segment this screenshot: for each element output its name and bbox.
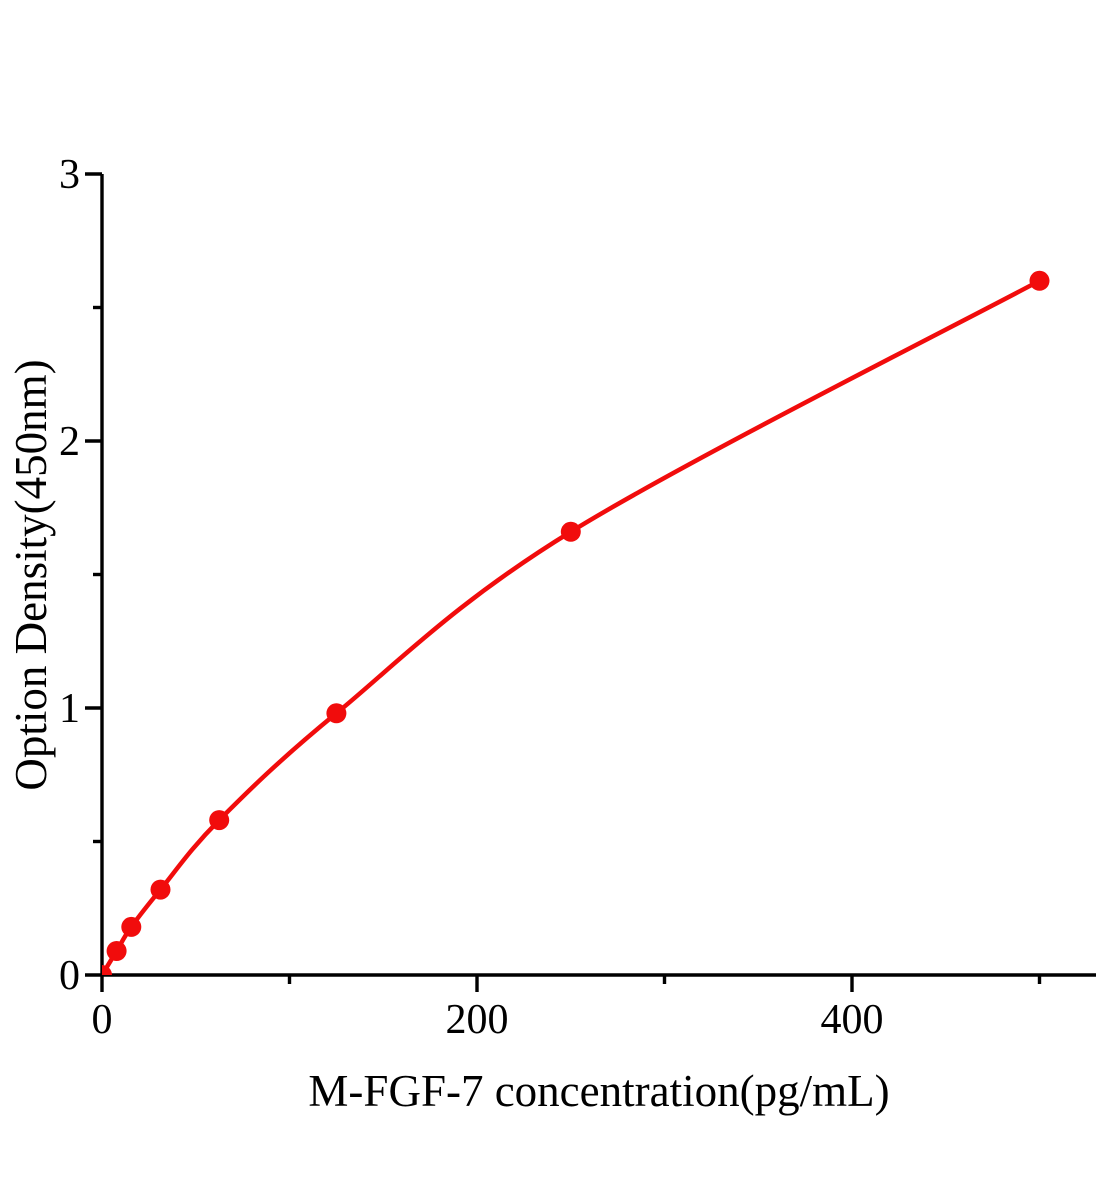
x-axis-title: M-FGF-7 concentration(pg/mL) bbox=[308, 1066, 889, 1116]
data-point-marker bbox=[102, 965, 112, 975]
y-axis-title: Option Density(450nm) bbox=[6, 359, 56, 790]
axes-layer bbox=[85, 172, 1096, 992]
data-point-marker bbox=[106, 941, 127, 961]
y-tick-label: 1 bbox=[59, 686, 80, 732]
data-point-marker bbox=[150, 879, 171, 900]
curve-line bbox=[102, 278, 1042, 975]
data-point-marker bbox=[1029, 270, 1050, 291]
y-tick-label: 3 bbox=[59, 152, 80, 198]
data-point-marker bbox=[209, 810, 230, 831]
y-tick-label: 0 bbox=[59, 953, 80, 999]
data-point-marker bbox=[560, 521, 581, 542]
data-point-marker bbox=[326, 703, 347, 724]
data-series-layer bbox=[102, 270, 1050, 975]
y-tick-label: 2 bbox=[59, 419, 80, 465]
x-tick-label: 400 bbox=[821, 997, 884, 1043]
x-tick-label: 200 bbox=[446, 997, 509, 1043]
x-tick-label: 0 bbox=[92, 997, 113, 1043]
tick-label-layer: 0 200 400 0 1 2 3 bbox=[59, 152, 884, 1043]
data-point-marker bbox=[121, 916, 142, 937]
